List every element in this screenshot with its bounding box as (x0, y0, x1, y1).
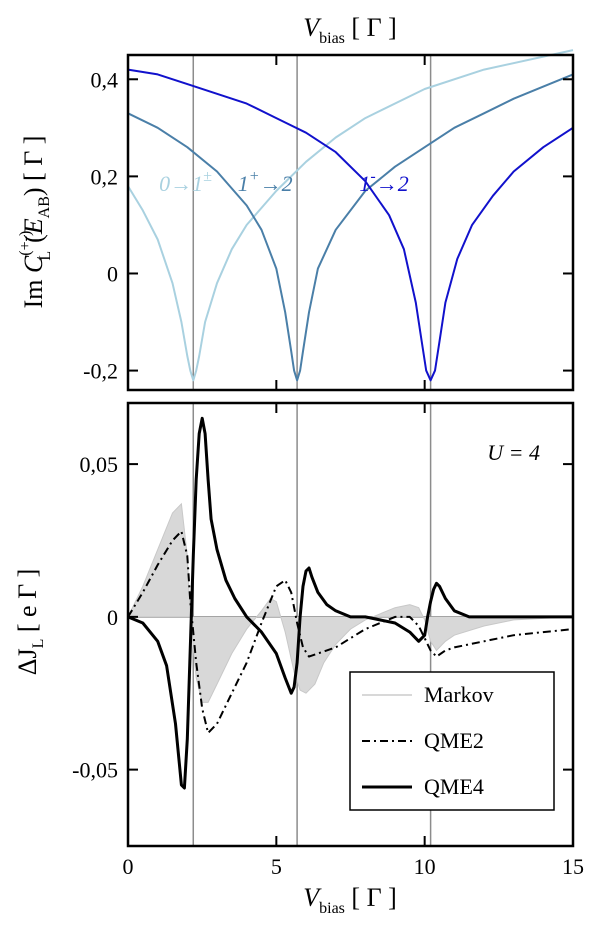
bottom-y-axis-label: ΔJL [ e Γ ] (13, 569, 47, 676)
legend-label-markov: Markov (424, 682, 494, 707)
bottom-y-tick-label-0: -0,05 (72, 758, 118, 783)
top-y-axis-label: Im C(+-)L (EAB) [ Γ ] (17, 136, 54, 309)
top-series-group (127, 49, 574, 382)
annotation-1: 1+→2 (238, 168, 293, 196)
top-ylabel-arg-main: E (19, 218, 48, 235)
bottom-x-tick-label-0: 0 (123, 854, 134, 879)
series-0-1--line (127, 49, 574, 382)
bottom-x-tick-label-3: 15 (562, 854, 584, 879)
bottom-series-group (127, 416, 574, 790)
top-plot-frame (126, 53, 575, 392)
legend-label-qme2: QME2 (424, 728, 484, 753)
top-grid-lines (192, 55, 432, 390)
bottom-ylabel-sub: L (30, 639, 47, 649)
top-ylabel-unit: [ Γ ] (19, 136, 48, 188)
top-y-tick-label-3: 0,4 (91, 67, 119, 92)
bottom-xlabel-sub: bias (319, 900, 345, 917)
bottom-x-tick-label-2: 10 (414, 854, 436, 879)
bottom-xlabel-unit: [ Γ ] (345, 883, 397, 912)
annotation-0: 0→1± (159, 168, 212, 196)
top-ylabel-sup: (+-) (17, 231, 34, 256)
top-ylabel-arg-close: ) (19, 187, 48, 196)
bottom-y-tick-label-2: 0,05 (80, 452, 119, 477)
corner-label: U = 4 (487, 440, 540, 465)
bottom-y-tick-label-1: 0 (107, 605, 118, 630)
top-y-tick-label-1: 0 (107, 261, 118, 286)
bottom-plot-frame (126, 401, 575, 848)
top-ylabel-arg-sub: AB (36, 196, 53, 218)
top-axis-label-unit: [ Γ ] (345, 13, 397, 42)
series-1-2-line (127, 68, 574, 382)
top-axis-label-sub: bias (319, 30, 345, 47)
top-y-tick-label-2: 0,2 (91, 164, 119, 189)
legend-label-qme4: QME4 (424, 774, 484, 799)
annotation-2: 1-→2 (359, 168, 408, 196)
series-1-2-line (127, 73, 574, 382)
top-ylabel-main: C (19, 255, 48, 273)
series-qme4-line (127, 416, 573, 790)
bottom-x-tick-label-1: 5 (271, 854, 282, 879)
top-annotations: 0→1± 1+→2 1-→2 (159, 168, 409, 196)
top-ylabel-pre: Im (19, 273, 48, 308)
bottom-x-axis-label: Vbias [ Γ ] (303, 883, 397, 917)
top-axis-label-main: V (303, 13, 322, 42)
top-y-tick-label-0: -0,2 (83, 359, 118, 384)
bottom-ticks: 0 5 10 15 -0,05 0 0,05 (72, 403, 584, 879)
series-markov-area (128, 503, 573, 703)
top-ylabel-arg-open: ( (19, 234, 48, 243)
top-axis-label: Vbias [ Γ ] (303, 13, 397, 47)
bottom-ylabel-main: ΔJ (13, 648, 42, 675)
top-panel: -0,2 0 0,2 0,4 0→1± 1+→2 1-→2 Vbias [ Γ ] Im … (17, 13, 575, 392)
top-ylabel-sub: L (37, 251, 54, 261)
legend: Markov QME2 QME4 (349, 671, 555, 811)
bottom-ylabel-unit: [ e Γ ] (13, 569, 42, 639)
bottom-xlabel-main: V (303, 883, 322, 912)
top-ticks: -0,2 0 0,2 0,4 (83, 55, 574, 390)
